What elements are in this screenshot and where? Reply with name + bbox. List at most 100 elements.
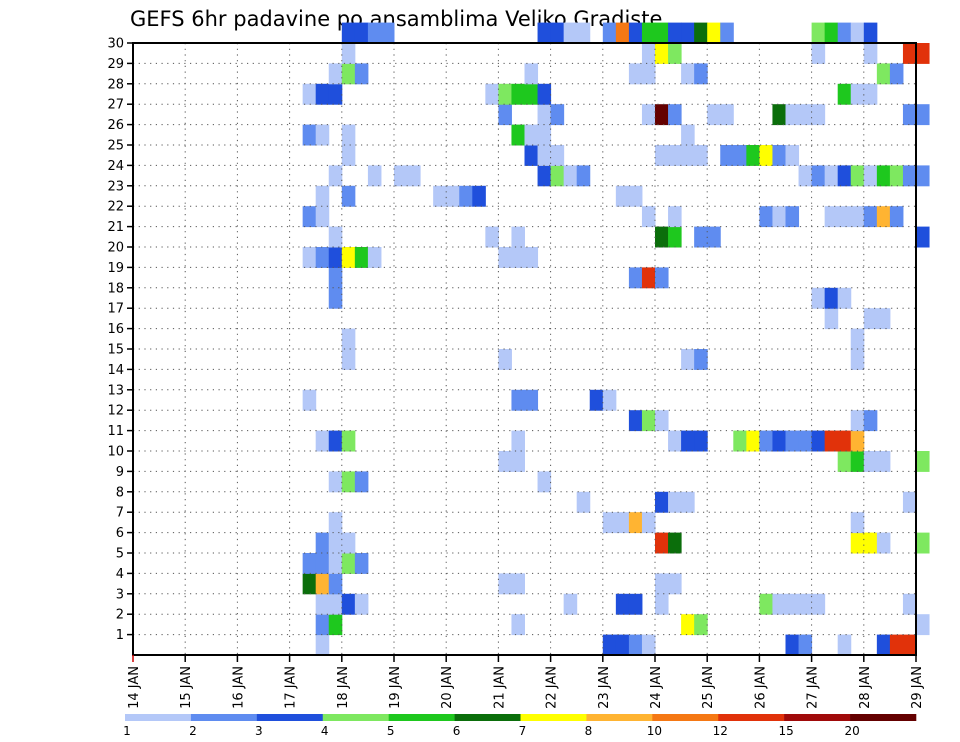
- precip-cell: [328, 287, 343, 309]
- y-tick-label: 29: [107, 57, 124, 72]
- precip-cell: [902, 43, 917, 64]
- precip-cell: [668, 532, 682, 554]
- precip-cell: [837, 165, 852, 187]
- precip-cell: [694, 145, 708, 166]
- precip-cell: [902, 593, 917, 615]
- precip-cell: [720, 22, 734, 44]
- precip-cell: [785, 430, 800, 452]
- precip-cell: [707, 22, 721, 44]
- x-tick-label: 28 JAN: [858, 666, 873, 709]
- precip-cell: [902, 491, 917, 513]
- x-tick-label: 18 JAN: [336, 666, 351, 709]
- precip-cell: [328, 553, 343, 574]
- precip-cell: [694, 22, 708, 44]
- precip-cell: [328, 63, 343, 85]
- precip-cell: [394, 165, 408, 187]
- y-tick-label: 15: [107, 343, 124, 358]
- precip-cell: [511, 573, 525, 595]
- y-tick-label: 12: [107, 404, 124, 419]
- precip-cell: [668, 573, 682, 595]
- legend-label: 6: [453, 724, 461, 738]
- precip-cell: [876, 63, 891, 85]
- precip-cell: [837, 287, 852, 309]
- precip-cell: [641, 634, 656, 656]
- precip-cell: [524, 63, 539, 85]
- precip-cell: [641, 206, 656, 228]
- x-tick-label: 27 JAN: [806, 666, 821, 709]
- x-tick-label: 19 JAN: [388, 666, 403, 709]
- precip-cell: [302, 247, 317, 268]
- precip-cell: [341, 63, 356, 85]
- y-tick-label: 17: [107, 302, 124, 317]
- legend-label: 5: [387, 724, 395, 738]
- precip-cell: [681, 63, 695, 85]
- y-axis: 1234567891011121314151617181920212223242…: [107, 37, 133, 643]
- precip-cell: [602, 22, 617, 44]
- precip-cell: [916, 532, 930, 554]
- precip-cell: [863, 410, 878, 432]
- precip-cell: [328, 614, 343, 636]
- precip-cell: [341, 43, 356, 64]
- precip-cell: [863, 43, 878, 64]
- precip-cell: [850, 512, 865, 534]
- precip-cell: [315, 614, 330, 636]
- precip-cell: [498, 104, 512, 126]
- y-tick-label: 10: [107, 445, 124, 460]
- precip-cell: [916, 226, 930, 248]
- y-tick-label: 6: [116, 526, 124, 541]
- precip-cell: [628, 410, 643, 432]
- precip-cell: [328, 512, 343, 534]
- precip-cell: [537, 471, 552, 493]
- precip-cell: [628, 593, 643, 615]
- precip-cell: [433, 185, 447, 207]
- precip-cell: [668, 430, 682, 452]
- y-tick-label: 25: [107, 139, 124, 154]
- precip-cell: [681, 349, 695, 370]
- precip-cell: [328, 165, 343, 187]
- legend-swatch: [718, 714, 785, 721]
- precip-cell: [315, 553, 330, 574]
- precip-cell: [328, 430, 343, 452]
- precip-cell: [328, 573, 343, 595]
- precip-cell: [772, 430, 786, 452]
- precip-cell: [863, 451, 878, 472]
- y-tick-label: 9: [116, 465, 124, 480]
- precip-cell: [446, 185, 460, 207]
- precip-cell: [615, 512, 630, 534]
- precip-cell: [315, 206, 330, 228]
- precip-cell: [341, 22, 356, 44]
- y-tick-label: 1: [116, 628, 124, 643]
- precip-cell: [876, 634, 891, 656]
- precip-cell: [837, 83, 852, 105]
- precip-cell: [576, 165, 591, 187]
- precip-cell: [811, 22, 826, 44]
- precip-cell: [863, 308, 878, 330]
- precip-cell: [733, 430, 747, 452]
- precip-cell: [498, 573, 512, 595]
- precip-cell: [615, 634, 630, 656]
- legend-label: 8: [585, 724, 593, 738]
- precip-cell: [811, 104, 826, 126]
- precip-cell: [837, 22, 852, 44]
- precip-cell: [655, 22, 669, 44]
- precip-cell: [498, 451, 512, 472]
- y-tick-label: 11: [107, 424, 124, 439]
- precip-cell: [537, 83, 552, 105]
- precip-cell: [511, 124, 525, 146]
- precip-cell: [315, 185, 330, 207]
- y-tick-label: 22: [107, 200, 124, 215]
- precip-cell: [615, 593, 630, 615]
- precip-cell: [602, 634, 617, 656]
- precip-cell: [916, 451, 930, 472]
- legend-label: 1: [123, 724, 131, 738]
- precip-cell: [916, 43, 930, 64]
- precip-cell: [550, 104, 565, 126]
- precip-cell: [668, 104, 682, 126]
- precip-cell: [511, 430, 525, 452]
- precip-cell: [302, 389, 317, 411]
- precip-cell: [341, 185, 356, 207]
- precip-cell: [902, 634, 917, 656]
- x-tick-label: 29 JAN: [910, 666, 925, 709]
- precip-cell: [876, 206, 891, 228]
- precip-cell: [602, 512, 617, 534]
